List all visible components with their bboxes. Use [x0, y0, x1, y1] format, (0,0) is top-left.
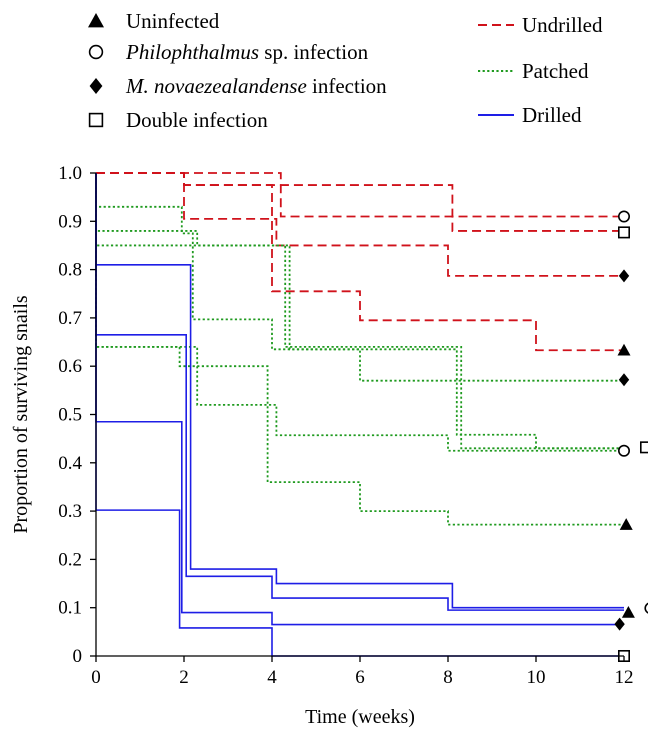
y-tick-label: 0: [73, 646, 83, 667]
drilled-series-line: [95, 173, 624, 609]
y-tick-label: 0.2: [58, 549, 82, 570]
drilled-series-line: [95, 173, 624, 611]
legend-label: M. novaezealandense infection: [125, 74, 387, 98]
y-tick-label: 0.1: [58, 598, 82, 619]
infection-legend: Uninfected Philophthalmus sp. infection M.…: [88, 9, 387, 132]
legend-label-italic: M. novaezealandense: [125, 74, 307, 98]
infection-legend-item: Uninfected: [88, 9, 220, 33]
drilled-series-line: [95, 173, 624, 626]
y-tick-label: 0.3: [58, 501, 82, 522]
y-axis-label: Proportion of surviving snails: [10, 295, 32, 534]
legend-circle-icon: [88, 44, 104, 60]
x-ticks: 0 2 4 6 8 10 12: [91, 656, 634, 688]
infection-legend-item: M. novaezealandense infection: [89, 74, 387, 98]
axes: 0 2 4 6 8 10 12 0 0.1 0.2 0.3 0.4 0.5 0.6 0.7 0.8 0.9 1.…: [10, 163, 634, 728]
triangle-marker: [619, 518, 633, 530]
y-tick-label: 0.4: [58, 453, 82, 474]
legend-label-italic: Philophthalmus: [125, 40, 259, 64]
undrilled-series-line: [96, 172, 624, 352]
legend-label: Undrilled: [522, 13, 603, 37]
undrilled-series-line: [96, 172, 624, 218]
square-marker: [617, 226, 630, 239]
x-tick-label: 6: [355, 667, 365, 688]
infection-legend-item: Double infection: [88, 108, 268, 132]
x-tick-label: 2: [179, 667, 189, 688]
circle-marker: [644, 602, 648, 614]
undrilled-series-line: [96, 172, 624, 277]
y-tick-label: 0.9: [58, 211, 82, 232]
legend-diamond-icon: [89, 78, 103, 94]
triangle-marker: [621, 606, 635, 618]
treatment-legend-item: Patched: [478, 59, 589, 83]
y-ticks: 0 0.1 0.2 0.3 0.4 0.5 0.6 0.7 0.8 0.9 1.0: [58, 163, 96, 667]
y-tick-label: 0.8: [58, 260, 82, 281]
diamond-marker: [614, 617, 625, 631]
legend-label: Uninfected: [126, 9, 220, 33]
treatment-legend-item: Drilled: [478, 103, 582, 127]
end-markers: [614, 210, 648, 662]
triangle-marker: [617, 343, 631, 356]
x-tick-label: 0: [91, 667, 101, 688]
legend-square-icon: [88, 112, 104, 128]
legend-label: Philophthalmus sp. infection: [125, 40, 369, 64]
legend-triangle-icon: [88, 13, 104, 28]
plot-lines: [95, 172, 624, 657]
y-tick-label: 0.6: [58, 356, 82, 377]
circle-marker: [617, 444, 630, 457]
x-tick-label: 4: [267, 667, 277, 688]
diamond-marker: [618, 373, 630, 387]
diamond-marker: [618, 269, 630, 283]
y-tick-label: 1.0: [58, 163, 82, 184]
y-tick-label: 0.7: [58, 308, 82, 329]
x-tick-label: 10: [527, 667, 546, 688]
x-axis-label: Time (weeks): [305, 706, 415, 728]
patched-series-line: [95, 173, 624, 450]
circle-marker: [617, 210, 630, 223]
legend-label-rest: infection: [307, 74, 387, 98]
patched-series-line: [95, 173, 624, 452]
undrilled-series-line: [96, 172, 624, 232]
treatment-legend-item: Undrilled: [478, 13, 603, 37]
patched-series-line: [95, 173, 624, 526]
patched-series-line: [95, 173, 624, 382]
y-tick-label: 0.5: [58, 405, 82, 426]
legend-label: Double infection: [126, 108, 268, 132]
treatment-legend: Undrilled Patched Drilled: [478, 13, 603, 127]
patched-series-line: [95, 173, 624, 450]
square-marker: [639, 441, 648, 454]
legend-label: Drilled: [522, 103, 582, 127]
infection-legend-item: Philophthalmus sp. infection: [88, 40, 369, 64]
x-tick-label: 8: [443, 667, 453, 688]
legend-label: Patched: [522, 59, 589, 83]
legend-label-rest: sp. infection: [259, 40, 369, 64]
x-tick-label: 12: [615, 667, 634, 688]
